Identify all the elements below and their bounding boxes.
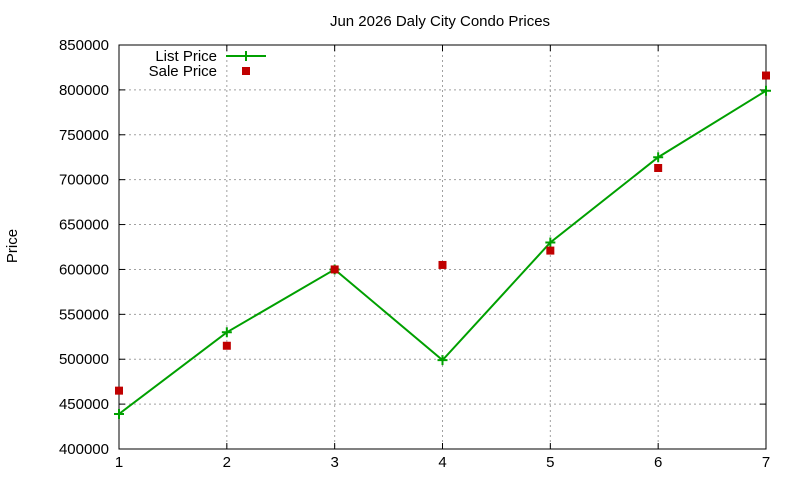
y-tick-label: 650000 (59, 217, 109, 234)
sale-price-point (546, 246, 555, 255)
x-tick-label: 3 (330, 454, 338, 471)
list-price-point (761, 85, 771, 96)
axis-ticks: 400000 450000 500000 550000 600000 650000 7000… (59, 37, 770, 471)
gridlines (119, 45, 766, 449)
list-price-point (653, 152, 664, 163)
y-axis-label: Price (4, 229, 21, 263)
x-tick-label: 4 (438, 454, 446, 471)
sale-price-point (654, 163, 663, 172)
legend-label-list-price: List Price (155, 48, 217, 65)
y-tick-label: 450000 (59, 396, 109, 413)
y-tick-label: 750000 (59, 127, 109, 144)
list-price-point (437, 355, 448, 366)
legend-marker-sale-price (242, 67, 250, 75)
y-tick-label: 700000 (59, 172, 109, 189)
x-tick-label: 5 (546, 454, 554, 471)
y-tick-label: 500000 (59, 351, 109, 368)
legend-marker-list-price (241, 51, 251, 61)
sale-price-point (222, 341, 231, 350)
sale-price-point (762, 71, 770, 80)
list-price-point (114, 408, 124, 419)
sale-price-point (115, 386, 123, 395)
y-tick-label: 800000 (59, 82, 109, 99)
y-tick-label: 600000 (59, 261, 109, 278)
legend: List Price Sale Price (149, 48, 266, 80)
y-tick-label: 850000 (59, 37, 109, 54)
sale-price-point (330, 265, 339, 274)
x-tick-label: 2 (223, 454, 231, 471)
y-tick-label: 400000 (59, 441, 109, 458)
y-tick-label: 550000 (59, 306, 109, 323)
x-tick-label: 6 (654, 454, 662, 471)
series-layer (114, 71, 771, 419)
legend-label-sale-price: Sale Price (149, 63, 217, 80)
list-price-point (545, 237, 556, 248)
sale-price-point (438, 260, 447, 269)
chart-title: Jun 2026 Daly City Condo Prices (330, 13, 550, 30)
x-tick-label: 7 (762, 454, 770, 471)
list-price-point (221, 327, 232, 338)
x-tick-label: 1 (115, 454, 123, 471)
